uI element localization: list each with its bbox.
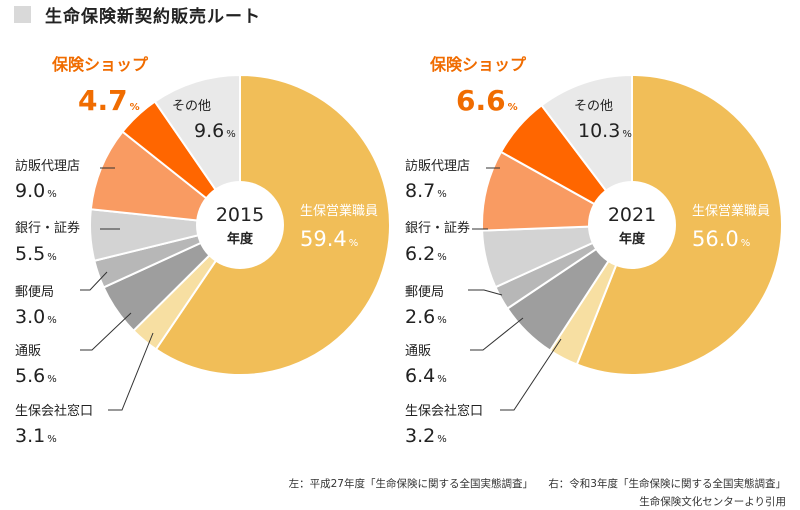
slice-label-sales-agency-2015: 訪販代理店 [15,158,80,174]
charts-canvas: 2015 年度 生保営業職員 59.4 % 生保会社窓口 3.1 % 通販 5.6 % 郵便局 3.0%… [15,55,783,447]
slice-label-bank-securities-2021: 銀行・証券 [405,220,470,236]
slice-label-insurance-shop-2021: 保険ショップ [429,55,527,74]
slice-value-mail-order-2015: 5.6% [15,365,57,387]
slice-label-mail-order-2015: 通販 [15,344,41,359]
slice-value-other-2021: 10.3% [578,120,632,142]
slice-value-bank-securities-2021: 6.2% [405,243,447,265]
slice-value-sales-agency-2021: 8.7% [405,180,447,202]
slice-label-bank-securities-2015: 銀行・証券 [15,220,80,236]
center-year-sublabel-2015: 年度 [227,231,254,247]
slice-label-company-counter-2021: 生保会社窓口 [405,403,483,419]
slice-label-post-office-2021: 郵便局 [405,285,444,300]
slice-label-life-staff-2021: 生保営業職員 [692,203,770,219]
source-line: 左：平成27年度「生命保険に関する全国実態調査」 右：令和3年度「生命保険に関す… [289,476,786,491]
leader-line-mail-order-2015 [80,312,132,351]
leader-line-mail-order-2021 [470,317,524,351]
source-left: 左：平成27年度「生命保険に関する全国実態調査」 [288,478,533,490]
slice-label-mail-order-2021: 通販 [405,344,431,359]
slice-label-life-staff-2015: 生保営業職員 [300,203,378,219]
leader-line-post-office-2021 [468,289,503,296]
slice-value-company-counter-2015: 3.1% [15,425,57,447]
pie-slice-life-staff-2021 [575,73,783,376]
center-year-label-2021: 2021 [608,204,656,226]
slice-value-bank-securities-2015: 5.5% [15,243,57,265]
slice-label-sales-agency-2021: 訪販代理店 [405,158,470,174]
slice-value-life-staff-2021: 56.0% [692,227,750,251]
chart-title: 生命保険新契約販売ルート [45,6,261,27]
pie-chart-2021: 2021 年度 生保営業職員 56.0 % 生保会社窓口 3.2 % 通販 6.4 % 郵便局 2.6%… [405,55,783,447]
donut-hole-2021 [588,181,676,269]
slice-value-insurance-shop-2021: 6.6% [456,84,518,117]
source-citation: 生命保険文化センターより引用 [639,496,786,508]
slice-label-other-2021: その他 [574,99,613,114]
slice-value-post-office-2021: 2.6% [405,306,447,328]
center-year-sublabel-2021: 年度 [619,231,646,247]
slice-value-life-staff-2015: 59.4% [300,227,358,251]
slice-label-post-office-2015: 郵便局 [15,285,54,300]
slice-value-sales-agency-2015: 9.0% [15,180,57,202]
slice-value-insurance-shop-2015: 4.7% [78,84,140,117]
leader-line-company-counter-2015 [108,332,154,411]
leader-line-post-office-2015 [80,271,108,291]
title-square-marker [14,5,31,23]
leader-line-company-counter-2021 [500,338,562,411]
center-year-label-2015: 2015 [216,204,264,226]
slice-label-other-2015: その他 [172,99,211,114]
slice-value-mail-order-2021: 6.4% [405,365,447,387]
chart-title-area: 生命保険新契約販売ルート [14,2,261,27]
slice-label-insurance-shop-2015: 保険ショップ [51,55,149,74]
slice-value-company-counter-2021: 3.2% [405,425,447,447]
slice-value-post-office-2015: 3.0% [15,306,57,328]
pie-chart-2015: 2015 年度 生保営業職員 59.4 % 生保会社窓口 3.1 % 通販 5.6 % 郵便局 3.0%… [15,55,391,447]
slice-value-other-2015: 9.6% [194,120,236,142]
slice-label-company-counter-2015: 生保会社窓口 [15,403,93,419]
source-right: 右：令和3年度「生命保険に関する全国実態調査」 [548,478,786,490]
donut-hole-2015 [196,181,284,269]
